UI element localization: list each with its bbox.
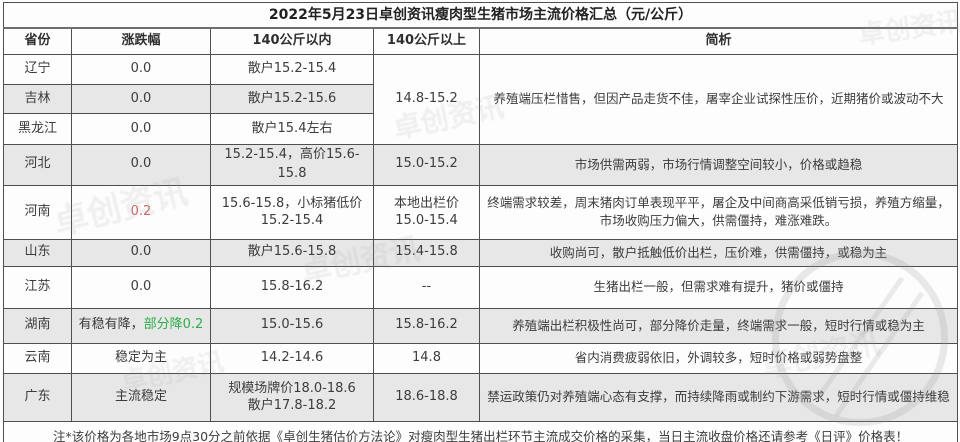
hebei-change: 0.0 — [71, 144, 211, 186]
jiangsu-change: 0.0 — [71, 265, 211, 309]
heilongjiang-under140: 散户15.4左右 — [210, 113, 374, 145]
hebei-over140: 15.0-15.2 — [373, 144, 480, 186]
hunan-change: 有稳有降，部分降0.2 — [71, 307, 211, 344]
northeast-analysis: 养殖端压栏惜售，但因产品走货不佳，屠宰企业试探性压价，近期猪价或波动不大 — [478, 54, 959, 145]
guangdong-change: 主流稳定 — [71, 372, 211, 422]
henan-under140: 15.6-15.8，小标猪低价 15.2-15.4 — [210, 184, 374, 240]
row-shandong: 山东 0.0 散户15.6-15.8 15.4-15.8 收购尚可，散户抵触低价… — [3, 238, 959, 267]
row-guangdong: 广东 主流稳定 规模场牌价18.0-18.6 散户17.8-18.2 18.6-… — [3, 372, 959, 422]
row-heilongjiang: 黑龙江 0.0 散户15.4左右 — [3, 113, 958, 145]
shandong-under140: 散户15.6-15.8 — [210, 238, 374, 267]
jiangsu-under140: 15.8-16.2 — [210, 265, 374, 309]
footnote: 注*该价格为各地市场9点30分之前依据《卓创生猪估价方法论》对瘦肉型生猪出栏环节… — [2, 420, 959, 442]
hunan-over140: 15.8-16.2 — [373, 307, 480, 344]
col-header-change: 涨跌幅 — [71, 27, 211, 55]
hunan-province: 湖南 — [3, 307, 72, 344]
liaoning-province: 辽宁 — [3, 54, 72, 85]
hebei-analysis: 市场供需两弱，市场行情调整空间较小，价格或趋稳 — [478, 144, 959, 186]
heilongjiang-change: 0.0 — [71, 113, 211, 145]
col-header-analysis: 简析 — [478, 27, 959, 55]
page-title: 2022年5月23日卓创资讯瘦肉型生猪市场主流价格汇总（元/公斤） — [2, 2, 959, 29]
hunan-under140: 15.0-15.6 — [210, 307, 374, 344]
jilin-under140: 散户15.2-15.6 — [210, 84, 374, 114]
guangdong-analysis: 禁运政策仍对养殖端心态有支撑，而持续降雨或制约下游需求，短时行情或僵持维稳 — [478, 372, 959, 422]
liaoning-change: 0.0 — [71, 54, 211, 85]
jiangsu-province: 江苏 — [3, 265, 72, 309]
row-liaoning: 辽宁 0.0 散户15.2-15.4 14.8-15.2 养殖端压栏惜售，但因产… — [3, 54, 959, 145]
northeast-over140: 14.8-15.2 — [373, 54, 480, 145]
row-jiangsu: 江苏 0.0 15.8-16.2 -- 生猪出栏一般，但需求难有提升，猪价或僵持 — [3, 265, 959, 309]
yunnan-province: 云南 — [3, 342, 72, 374]
row-henan: 河南 0.2 15.6-15.8，小标猪低价 15.2-15.4 本地出栏价 1… — [3, 184, 959, 240]
yunnan-change: 稳定为主 — [71, 342, 211, 374]
jiangsu-analysis: 生猪出栏一般，但需求难有提升，猪价或僵持 — [478, 265, 959, 309]
shandong-analysis: 收购尚可，散户抵触低价出栏，压价难，供需僵持，或稳为主 — [478, 238, 959, 267]
row-hunan: 湖南 有稳有降，部分降0.2 15.0-15.6 15.8-16.2 养殖端出栏… — [3, 307, 959, 344]
henan-change: 0.2 — [71, 184, 211, 240]
yunnan-under140: 14.2-14.6 — [210, 342, 374, 374]
jilin-change: 0.0 — [71, 84, 211, 114]
henan-over140: 本地出栏价 15.0-15.4 — [373, 184, 480, 240]
row-hebei: 河北 0.0 15.2-15.4，高价15.6-15.8 15.0-15.2 市… — [3, 144, 959, 186]
row-yunnan: 云南 稳定为主 14.2-14.6 14.8 省内消费疲弱依旧，外调较多，短时价… — [3, 342, 959, 374]
henan-province: 河南 — [3, 184, 72, 240]
col-header-under140: 140公斤以内 — [210, 27, 374, 55]
jilin-province: 吉林 — [3, 84, 72, 114]
shandong-province: 山东 — [3, 238, 72, 267]
shandong-over140: 15.4-15.8 — [373, 238, 480, 267]
henan-analysis: 终端需求较差，周末猪肉订单表现平平，屠企及中间商高采低销亏损，养殖方缩量，市场收… — [478, 184, 959, 240]
hunan-change-green: 部分降0.2 — [143, 317, 204, 333]
col-header-over140: 140公斤以上 — [373, 27, 480, 55]
hebei-province: 河北 — [3, 144, 72, 186]
heilongjiang-province: 黑龙江 — [3, 113, 72, 145]
guangdong-province: 广东 — [3, 372, 72, 422]
guangdong-over140: 18.6-18.8 — [373, 372, 480, 422]
liaoning-under140: 散户15.2-15.4 — [210, 54, 374, 85]
yunnan-analysis: 省内消费疲弱依旧，外调较多，短时价格或弱势盘整 — [478, 342, 959, 374]
guangdong-under140: 规模场牌价18.0-18.6 散户17.8-18.2 — [210, 372, 374, 422]
row-jilin: 吉林 0.0 散户15.2-15.6 — [3, 84, 958, 114]
yunnan-over140: 14.8 — [373, 342, 480, 374]
hebei-under140: 15.2-15.4，高价15.6-15.8 — [210, 144, 374, 186]
hunan-analysis: 养殖端出栏积极性尚可，部分降价走量，终端需求一般，短时行情或稳为主 — [478, 307, 959, 344]
jiangsu-over140: -- — [373, 265, 480, 309]
col-header-province: 省份 — [3, 27, 72, 55]
shandong-change: 0.0 — [71, 238, 211, 267]
table-header: 省份 涨跌幅 140公斤以内 140公斤以上 简析 — [3, 27, 959, 55]
